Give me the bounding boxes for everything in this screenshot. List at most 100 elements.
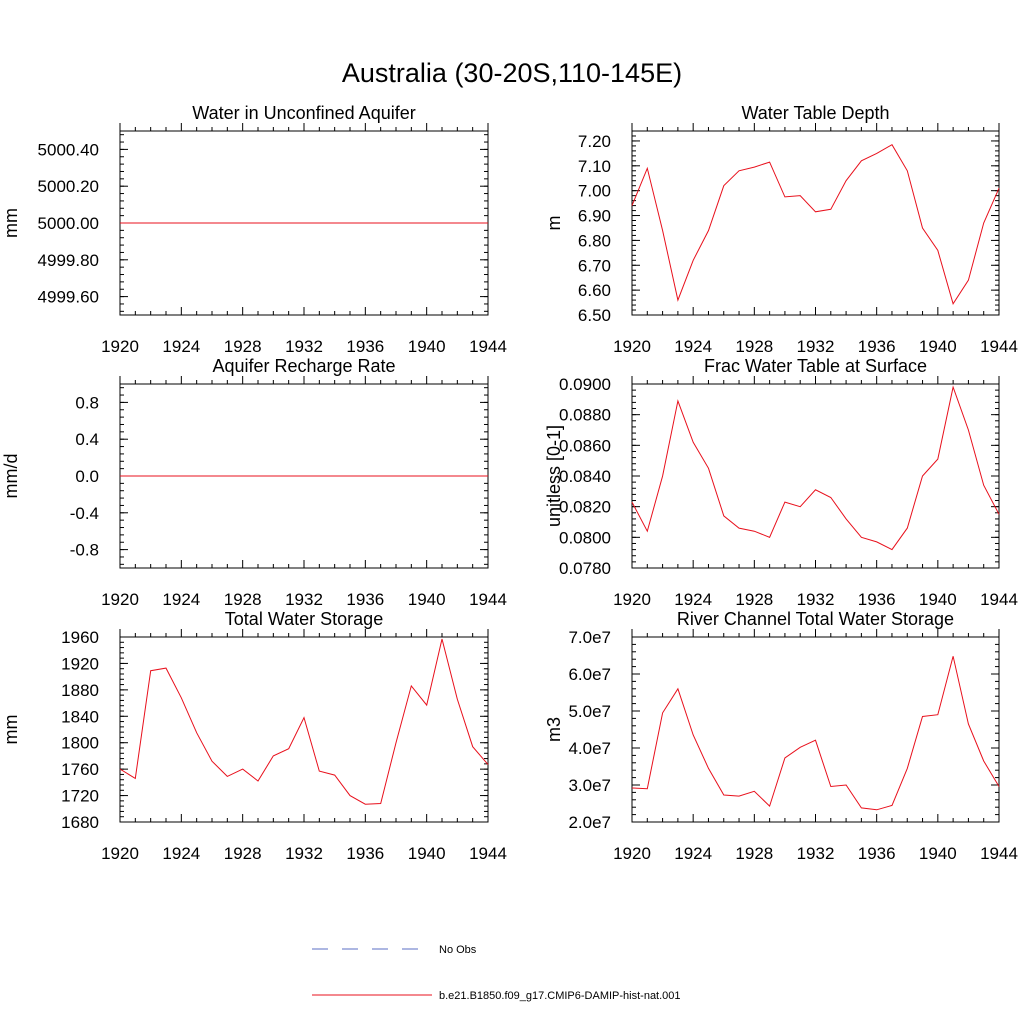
series-line [631, 656, 1000, 811]
y-tick-label: 0.0900 [559, 375, 611, 394]
y-tick-label: 3.0e7 [568, 776, 611, 795]
panel-4: Frac Water Table at Surface unitless [0-1… [544, 356, 1018, 609]
x-tick-label: 1944 [980, 337, 1018, 356]
y-tick-label: 0.0820 [559, 498, 611, 517]
series-line [631, 144, 1000, 305]
y-tick-label: 1720 [61, 787, 99, 806]
figure-title: Australia (30-20S,110-145E) [342, 58, 682, 88]
y-axis-label: m3 [544, 717, 564, 742]
y-tick-label: 7.10 [578, 157, 611, 176]
x-tick-label: 1940 [919, 844, 957, 863]
panel-3: Aquifer Recharge Rate mm/d 1920 1924 1928 193… [1, 356, 507, 609]
y-axis-label: mm [1, 715, 21, 745]
x-tick-label: 1928 [735, 590, 773, 609]
x-tick-label: 1932 [285, 337, 323, 356]
legend-no-obs-label: No Obs [439, 944, 477, 956]
panel-title: Aquifer Recharge Rate [212, 356, 395, 376]
y-tick-label: 1920 [61, 654, 99, 673]
x-tick-label: 1924 [162, 590, 200, 609]
panel-6: River Channel Total Water Storage m3 1920 1… [544, 609, 1018, 863]
x-tick-label: 1928 [735, 844, 773, 863]
x-tick-label: 1924 [674, 590, 712, 609]
plot-frame [631, 383, 1000, 569]
plot-frame [631, 636, 1000, 823]
y-tick-label: 0.0840 [559, 467, 611, 486]
y-tick-label: 1840 [61, 707, 99, 726]
plot-frame [631, 130, 1000, 316]
x-tick-label: 1936 [858, 337, 896, 356]
x-tick-label: 1920 [613, 590, 651, 609]
x-tick-label: 1920 [613, 337, 651, 356]
x-tick-label: 1936 [858, 844, 896, 863]
y-tick-label: 5000.20 [38, 177, 99, 196]
y-tick-label: 1800 [61, 734, 99, 753]
x-tick-label: 1944 [980, 844, 1018, 863]
x-tick-label: 1936 [346, 590, 384, 609]
panel-title: Total Water Storage [225, 609, 383, 629]
y-tick-label: -0.4 [70, 504, 99, 523]
x-tick-label: 1932 [797, 337, 835, 356]
x-tick-label: 1924 [674, 337, 712, 356]
y-tick-label: 4.0e7 [568, 739, 611, 758]
y-tick-label: 2.0e7 [568, 813, 611, 832]
panels-group: Water in Unconfined Aquifer mm 1920 1924 192… [1, 103, 1018, 863]
panel-title: River Channel Total Water Storage [677, 609, 954, 629]
y-tick-label: 0.0 [75, 467, 99, 486]
panel-title: Frac Water Table at Surface [704, 356, 927, 376]
y-tick-label: 6.70 [578, 256, 611, 275]
y-axis-label: unitless [0-1] [544, 425, 564, 527]
x-tick-label: 1936 [346, 844, 384, 863]
y-tick-label: 1960 [61, 628, 99, 647]
y-tick-label: 4999.80 [38, 251, 99, 270]
x-tick-label: 1932 [797, 844, 835, 863]
y-tick-label: 6.50 [578, 306, 611, 325]
y-axis-label: m [544, 216, 564, 231]
y-tick-label: 1760 [61, 760, 99, 779]
plot-frame [119, 636, 489, 823]
y-tick-label: -0.8 [70, 541, 99, 560]
y-axis-label: mm [1, 208, 21, 238]
x-tick-label: 1940 [408, 844, 446, 863]
x-tick-label: 1924 [162, 844, 200, 863]
y-tick-label: 6.80 [578, 231, 611, 250]
x-tick-label: 1932 [797, 590, 835, 609]
x-tick-label: 1920 [101, 590, 139, 609]
y-tick-label: 0.4 [75, 430, 99, 449]
y-tick-label: 4999.60 [38, 288, 99, 307]
x-tick-label: 1928 [224, 844, 262, 863]
series-line [119, 638, 489, 805]
panel-title: Water Table Depth [741, 103, 889, 123]
legend: No Obs b.e21.B1850.f09_g17.CMIP6-DAMIP-h… [312, 944, 681, 1002]
y-tick-label: 7.0e7 [568, 628, 611, 647]
x-tick-label: 1924 [162, 337, 200, 356]
y-tick-label: 0.0880 [559, 406, 611, 425]
x-tick-label: 1940 [408, 337, 446, 356]
x-tick-label: 1940 [919, 337, 957, 356]
series-line [631, 385, 1000, 551]
x-tick-label: 1932 [285, 844, 323, 863]
y-tick-label: 0.0780 [559, 559, 611, 578]
y-tick-label: 0.8 [75, 393, 99, 412]
y-tick-label: 6.60 [578, 281, 611, 300]
y-tick-label: 7.00 [578, 182, 611, 201]
y-tick-label: 0.0800 [559, 528, 611, 547]
x-tick-label: 1940 [919, 590, 957, 609]
x-tick-label: 1944 [469, 337, 507, 356]
x-tick-label: 1928 [224, 590, 262, 609]
panel-2: Water Table Depth m 1920 1924 1928 1932 1936 19… [544, 103, 1018, 356]
y-tick-label: 5000.40 [38, 140, 99, 159]
x-tick-label: 1928 [224, 337, 262, 356]
y-tick-label: 0.0860 [559, 436, 611, 455]
y-tick-label: 6.90 [578, 207, 611, 226]
x-tick-label: 1936 [858, 590, 896, 609]
panel-title: Water in Unconfined Aquifer [192, 103, 415, 123]
x-tick-label: 1940 [408, 590, 446, 609]
x-tick-label: 1944 [469, 844, 507, 863]
x-tick-label: 1944 [469, 590, 507, 609]
y-tick-label: 5.0e7 [568, 702, 611, 721]
y-tick-label: 5000.00 [38, 214, 99, 233]
y-tick-label: 7.20 [578, 132, 611, 151]
x-tick-label: 1936 [346, 337, 384, 356]
panel-1: Water in Unconfined Aquifer mm 1920 1924 192… [1, 103, 507, 356]
